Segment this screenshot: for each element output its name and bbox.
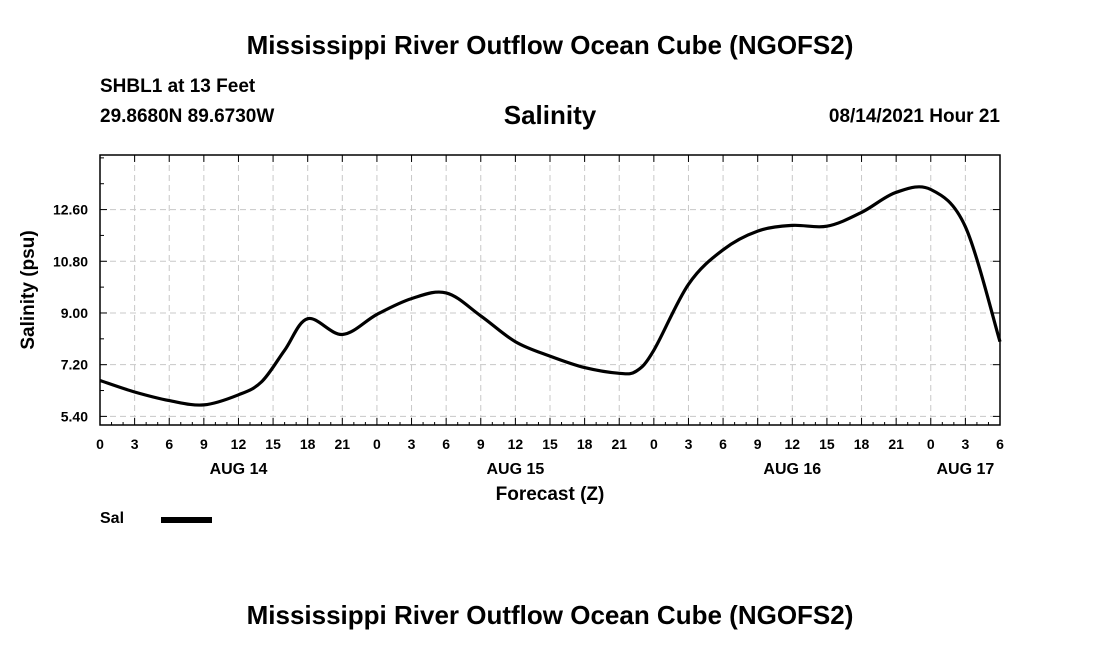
y-tick-label: 12.60 [53, 202, 88, 218]
x-tick-label: 6 [996, 436, 1004, 452]
x-tick-label: 3 [961, 436, 969, 452]
x-tick-label: 18 [577, 436, 593, 452]
y-axis: 5.40 7.20 9.00 10.80 12.60 [53, 157, 1000, 424]
x-tick-label: 12 [231, 436, 247, 452]
x-tick-label: 18 [300, 436, 316, 452]
y-tick-label: 10.80 [53, 253, 88, 269]
y-tick-label: 5.40 [61, 408, 88, 424]
chart-subtitle: Salinity [503, 100, 597, 130]
x-tick-label: 15 [542, 436, 558, 452]
legend-label: Sal [100, 510, 125, 527]
date-label: AUG 14 [210, 461, 268, 478]
y-tick-label: 9.00 [61, 305, 88, 321]
x-axis-label: Forecast (Z) [496, 484, 605, 505]
x-tick-label: 15 [819, 436, 835, 452]
x-tick-label: 3 [685, 436, 693, 452]
station-label: SHBL1 at 13 Feet [100, 76, 256, 97]
x-tick-label: 12 [508, 436, 524, 452]
series [99, 185, 1002, 407]
x-tick-label: 18 [854, 436, 870, 452]
x-tick-label: 21 [611, 436, 627, 452]
x-tick-label: 0 [373, 436, 381, 452]
x-tick-label: 6 [442, 436, 450, 452]
y-axis-label: Salinity (psu) [18, 230, 39, 349]
coordinates-label: 29.8680N 89.6730W [100, 106, 275, 127]
x-tick-label: 0 [96, 436, 104, 452]
y-tick-label: 7.20 [61, 357, 88, 373]
date-label: AUG 15 [486, 461, 544, 478]
x-tick-label: 0 [927, 436, 935, 452]
x-tick-label: 0 [650, 436, 658, 452]
grid [100, 155, 1000, 425]
x-tick-label: 21 [335, 436, 351, 452]
x-tick-label: 6 [719, 436, 727, 452]
x-tick-label: 21 [888, 436, 904, 452]
x-axis: 0 3 6 9 12 15 18 21 0 3 6 9 12 15 18 21 0 3 6 9 12 15 18 21 0 3 6A… [96, 155, 1004, 478]
x-tick-label: 15 [265, 436, 281, 452]
x-tick-label: 3 [131, 436, 139, 452]
x-tick-label: 9 [754, 436, 762, 452]
legend-line-swatch [161, 517, 212, 523]
x-tick-label: 3 [408, 436, 416, 452]
chart-title: Mississippi River Outflow Ocean Cube (NG… [246, 30, 854, 60]
date-label: AUG 16 [763, 461, 821, 478]
x-tick-label: 6 [165, 436, 173, 452]
footer-title: Mississippi River Outflow Ocean Cube (NG… [246, 600, 854, 630]
x-tick-label: 12 [785, 436, 801, 452]
x-tick-label: 9 [477, 436, 485, 452]
date-label: AUG 17 [936, 461, 994, 478]
forecast-datetime: 08/14/2021 Hour 21 [828, 106, 1000, 127]
salinity-series-line [99, 185, 1002, 407]
x-tick-label: 9 [200, 436, 208, 452]
